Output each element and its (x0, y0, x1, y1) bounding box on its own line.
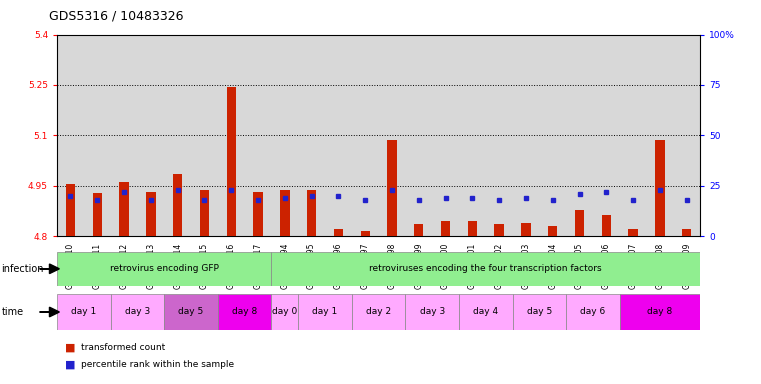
Bar (673, 35, 700, 236)
Text: infection: infection (2, 264, 44, 274)
Text: transformed count: transformed count (81, 343, 166, 352)
Bar (65, 184, 75, 236)
Text: day 8: day 8 (648, 308, 673, 316)
Bar (298, 35, 325, 236)
Bar (57, 35, 84, 236)
Bar (164, 294, 218, 330)
Text: retroviruses encoding the four transcription factors: retroviruses encoding the four transcrip… (369, 264, 602, 273)
Bar (325, 35, 352, 236)
Bar (110, 35, 138, 236)
Bar (459, 35, 486, 236)
Bar (378, 35, 406, 236)
Bar (57, 294, 110, 330)
Bar (110, 294, 164, 330)
Text: day 1: day 1 (312, 308, 338, 316)
Text: GDS5316 / 10483326: GDS5316 / 10483326 (49, 10, 184, 23)
Text: day 6: day 6 (581, 308, 606, 316)
Bar (655, 141, 664, 236)
Text: day 8: day 8 (232, 308, 257, 316)
Text: ■: ■ (65, 343, 75, 353)
Bar (593, 35, 619, 236)
Bar (682, 229, 692, 236)
Bar (406, 294, 459, 330)
Text: day 4: day 4 (473, 308, 498, 316)
Bar (540, 35, 566, 236)
Text: day 3: day 3 (419, 308, 445, 316)
Text: day 0: day 0 (272, 308, 298, 316)
Bar (84, 35, 110, 236)
Bar (495, 224, 504, 236)
Bar (57, 252, 272, 286)
Bar (138, 35, 164, 236)
Bar (361, 231, 370, 236)
Bar (468, 221, 477, 236)
Bar (459, 294, 513, 330)
Bar (414, 224, 423, 236)
Bar (619, 294, 700, 330)
Bar (486, 35, 513, 236)
Bar (191, 35, 218, 236)
Bar (548, 226, 558, 236)
Bar (218, 294, 272, 330)
Bar (93, 193, 102, 236)
Bar (575, 210, 584, 236)
Text: day 3: day 3 (125, 308, 150, 316)
Bar (307, 190, 317, 236)
Text: retrovirus encoding GFP: retrovirus encoding GFP (110, 264, 218, 273)
Text: ■: ■ (65, 360, 75, 370)
Bar (146, 192, 155, 236)
Bar (406, 35, 432, 236)
Bar (227, 87, 236, 236)
Bar (619, 35, 647, 236)
Bar (272, 35, 298, 236)
Text: percentile rank within the sample: percentile rank within the sample (81, 360, 234, 369)
Bar (352, 35, 378, 236)
Bar (119, 182, 129, 236)
Text: day 5: day 5 (178, 308, 204, 316)
Bar (602, 215, 611, 236)
Bar (280, 190, 289, 236)
Bar (164, 35, 191, 236)
Bar (441, 221, 451, 236)
Bar (298, 294, 352, 330)
Bar (387, 141, 396, 236)
Bar (432, 35, 459, 236)
Bar (566, 294, 619, 330)
Bar (272, 294, 298, 330)
Bar (513, 294, 566, 330)
Bar (334, 229, 343, 236)
Bar (647, 35, 673, 236)
Bar (199, 190, 209, 236)
Bar (218, 35, 244, 236)
Bar (629, 229, 638, 236)
Text: day 2: day 2 (366, 308, 391, 316)
Text: time: time (2, 307, 24, 317)
Text: day 1: day 1 (72, 308, 97, 316)
Bar (352, 294, 406, 330)
Bar (272, 252, 700, 286)
Bar (513, 35, 540, 236)
Bar (253, 192, 263, 236)
Text: day 5: day 5 (527, 308, 552, 316)
Bar (521, 223, 530, 236)
Bar (244, 35, 272, 236)
Bar (173, 174, 183, 236)
Bar (566, 35, 593, 236)
